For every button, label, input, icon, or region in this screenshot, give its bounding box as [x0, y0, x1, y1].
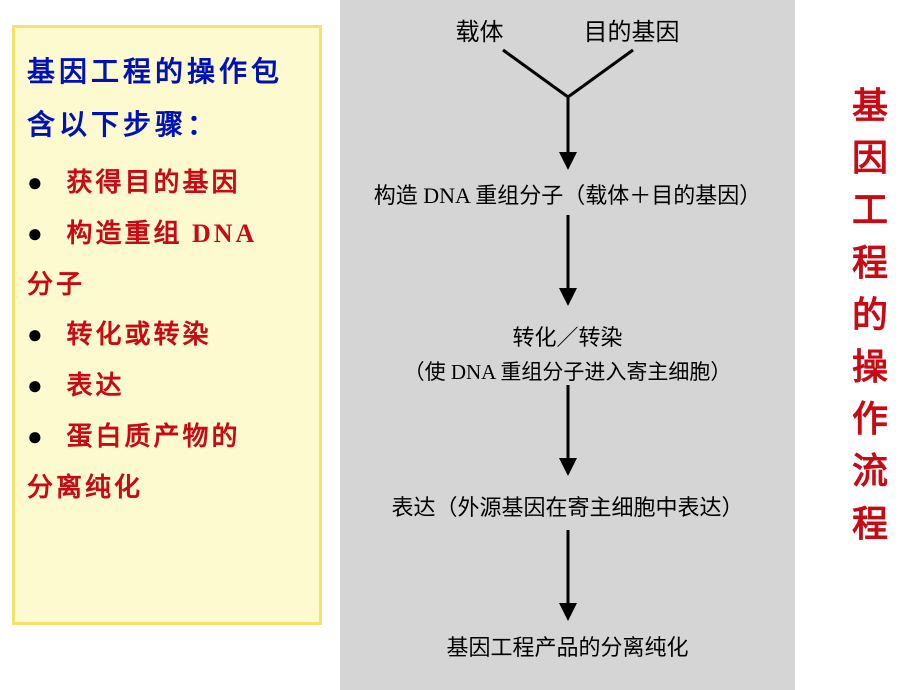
right-vertical-title: 基因工程的操作流程: [850, 80, 890, 550]
flow-node-main: 表达（外源基因在寄主细胞中表达）: [340, 490, 795, 522]
bullet-icon: ●: [27, 158, 57, 209]
bullet-icon: ●: [27, 412, 57, 463]
steps-panel: 基因工程的操作包含以下步骤： ● 获得目的基因● 构造重组 DNA分子● 转化或…: [12, 25, 322, 625]
step-continuation: 分子: [27, 260, 307, 311]
flow-node: 表达（外源基因在寄主细胞中表达）: [340, 490, 795, 522]
step-text: 表达: [57, 371, 125, 400]
flow-node-main: 转化／转染: [340, 320, 795, 352]
vertical-char: 程: [850, 237, 890, 289]
down-arrow-icon: [553, 530, 583, 623]
step-text: 蛋白质产物的: [57, 422, 241, 451]
panel-title: 基因工程的操作包含以下步骤：: [27, 46, 307, 152]
vertical-char: 因: [850, 132, 890, 184]
vertical-char: 基: [850, 80, 890, 132]
step-text: 转化或转染: [57, 320, 212, 349]
down-arrow-icon: [553, 385, 583, 478]
step-text: 构造重组 DNA: [57, 219, 257, 248]
flow-node: 构造 DNA 重组分子（载体＋目的基因）: [340, 178, 795, 210]
bullet-icon: ●: [27, 310, 57, 361]
step-item: ● 获得目的基因: [27, 158, 307, 209]
flow-node-sub: （使 DNA 重组分子进入寄主细胞）: [340, 356, 795, 386]
step-item: ● 表达: [27, 361, 307, 412]
flow-node: 基因工程产品的分离纯化: [340, 630, 795, 662]
step-item: ● 蛋白质产物的分离纯化: [27, 412, 307, 513]
vertical-char: 操: [850, 341, 890, 393]
vertical-char: 工: [850, 184, 890, 236]
merge-arrow: [468, 42, 668, 172]
step-continuation: 分离纯化: [27, 463, 307, 514]
vertical-char: 流: [850, 445, 890, 497]
step-item: ● 转化或转染: [27, 310, 307, 361]
vertical-char: 程: [850, 498, 890, 550]
flowchart-panel: 载体 目的基因 构造 DNA 重组分子（载体＋目的基因）转化／转染（使 DNA …: [340, 0, 795, 690]
vertical-char: 作: [850, 393, 890, 445]
step-text: 获得目的基因: [57, 168, 241, 197]
vertical-char: 的: [850, 289, 890, 341]
down-arrow-icon: [553, 215, 583, 308]
flow-node-main: 构造 DNA 重组分子（载体＋目的基因）: [340, 178, 795, 210]
bullet-icon: ●: [27, 209, 57, 260]
bullet-icon: ●: [27, 361, 57, 412]
flow-node-main: 基因工程产品的分离纯化: [340, 630, 795, 662]
step-item: ● 构造重组 DNA 分子: [27, 209, 307, 310]
flow-node: 转化／转染 （使 DNA 重组分子进入寄主细胞）: [340, 320, 795, 386]
steps-list: ● 获得目的基因● 构造重组 DNA分子● 转化或转染● 表达● 蛋白质产物的分…: [27, 158, 307, 513]
